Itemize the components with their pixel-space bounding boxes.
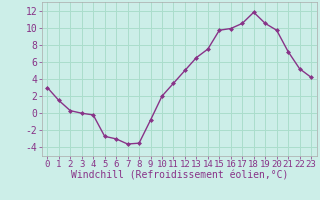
X-axis label: Windchill (Refroidissement éolien,°C): Windchill (Refroidissement éolien,°C) xyxy=(70,171,288,181)
